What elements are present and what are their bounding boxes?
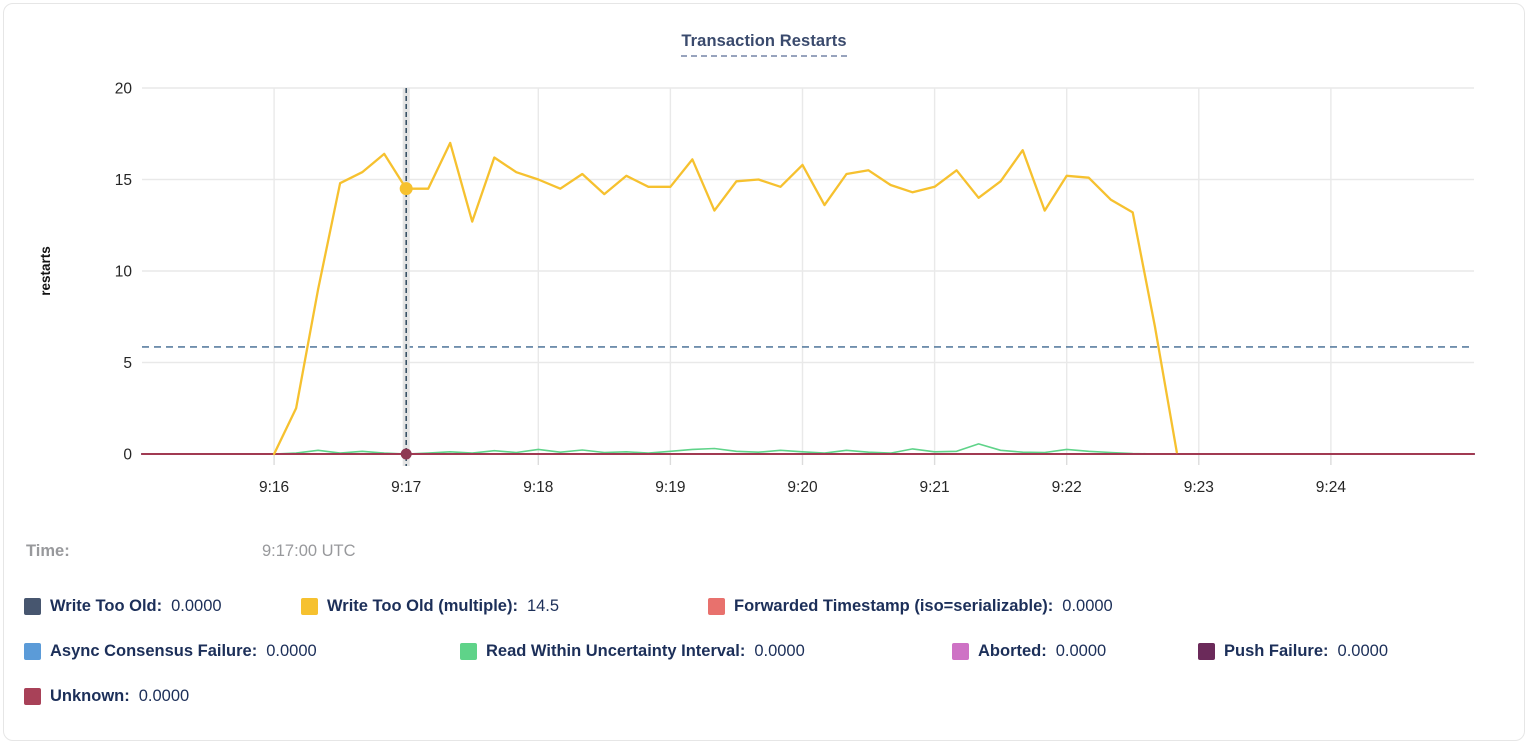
transaction-restarts-card: Transaction Restarts 0 5 10 15 20 9:16 9:17 9:1… xyxy=(3,3,1525,741)
hover-dot-unknown xyxy=(400,448,412,460)
legend-item-async-consensus-failure[interactable]: Async Consensus Failure: 0.0000 xyxy=(24,639,460,663)
x-tick-label: 9:23 xyxy=(1184,479,1214,496)
x-tick-label: 9:19 xyxy=(655,479,685,496)
time-value: 9:17:00 UTC xyxy=(262,542,356,560)
legend-swatch-icon xyxy=(24,642,41,660)
legend-value: 0.0000 xyxy=(754,641,805,660)
legend-swatch-icon xyxy=(24,687,41,705)
legend-label: Read Within Uncertainty Interval: xyxy=(486,641,746,660)
legend-row: Async Consensus Failure: 0.0000 Read Withi… xyxy=(24,639,1508,663)
legend-swatch-icon xyxy=(952,642,969,660)
chart-header: Transaction Restarts xyxy=(4,32,1524,57)
x-tick-label: 9:22 xyxy=(1052,479,1082,496)
x-tick-label: 9:21 xyxy=(920,479,950,496)
legend-item-aborted[interactable]: Aborted: 0.0000 xyxy=(952,639,1198,663)
series-line-write-too-old-multiple xyxy=(272,141,1178,456)
legend-item-unknown[interactable]: Unknown: 0.0000 xyxy=(24,684,189,708)
legend-item-read-within-uncertainty-interval[interactable]: Read Within Uncertainty Interval: 0.0000 xyxy=(460,639,952,663)
y-tick-label: 0 xyxy=(123,447,132,464)
y-tick-label: 20 xyxy=(115,81,133,98)
x-tick-label: 9:18 xyxy=(523,479,553,496)
legend-label: Write Too Old (multiple): xyxy=(327,596,518,615)
x-tick-label: 9:20 xyxy=(787,479,818,496)
time-label: Time: xyxy=(26,542,70,560)
series-legend: Write Too Old: 0.0000 Write Too Old (multi… xyxy=(24,594,1508,729)
restarts-chart[interactable]: 0 5 10 15 20 9:16 9:17 9:18 9:19 9:20 9:21 9:22 9:23… xyxy=(4,4,1525,524)
legend-swatch-icon xyxy=(301,597,318,615)
legend-swatch-icon xyxy=(24,597,41,615)
legend-value: 0.0000 xyxy=(1337,641,1388,660)
legend-swatch-icon xyxy=(1198,642,1215,660)
legend-item-forwarded-timestamp-iso-serializable[interactable]: Forwarded Timestamp (iso=serializable): 0… xyxy=(708,594,1113,618)
y-axis-label: restarts xyxy=(38,246,53,296)
legend-value: 0.0000 xyxy=(1055,641,1107,660)
legend-item-write-too-old-multiple[interactable]: Write Too Old (multiple): 14.5 xyxy=(301,594,708,618)
legend-label: Unknown: xyxy=(50,686,130,705)
legend-row: Unknown: 0.0000 xyxy=(24,684,1508,708)
x-tick-label: 9:24 xyxy=(1316,479,1347,496)
legend-label: Aborted: xyxy=(978,641,1047,660)
y-tick-label: 10 xyxy=(115,264,133,281)
series-line-read-within-uncertainty-interval xyxy=(141,443,1475,455)
x-tick-label: 9:16 xyxy=(259,479,289,496)
legend-value: 0.0000 xyxy=(1062,596,1113,615)
legend-value: 0.0000 xyxy=(138,686,190,705)
hover-time-row: Time: 9:17:00 UTC xyxy=(26,542,726,564)
y-tick-label: 15 xyxy=(115,172,132,189)
y-tick-label: 5 xyxy=(123,355,132,372)
legend-row: Write Too Old: 0.0000 Write Too Old (multi… xyxy=(24,594,1508,618)
legend-value: 0.0000 xyxy=(171,596,222,615)
legend-label: Write Too Old: xyxy=(50,596,163,615)
legend-swatch-icon xyxy=(708,597,725,615)
legend-item-push-failure[interactable]: Push Failure: 0.0000 xyxy=(1198,639,1388,663)
legend-item-write-too-old[interactable]: Write Too Old: 0.0000 xyxy=(24,594,301,618)
legend-label: Async Consensus Failure: xyxy=(50,641,258,660)
legend-value: 0.0000 xyxy=(266,641,317,660)
legend-label: Forwarded Timestamp (iso=serializable): xyxy=(734,596,1054,615)
x-tick-label: 9:17 xyxy=(391,479,421,496)
legend-swatch-icon xyxy=(460,642,477,660)
legend-value: 14.5 xyxy=(526,596,560,615)
chart-title[interactable]: Transaction Restarts xyxy=(681,32,847,57)
hover-dot-write-too-old-multiple xyxy=(399,182,413,196)
legend-label: Push Failure: xyxy=(1224,641,1329,660)
